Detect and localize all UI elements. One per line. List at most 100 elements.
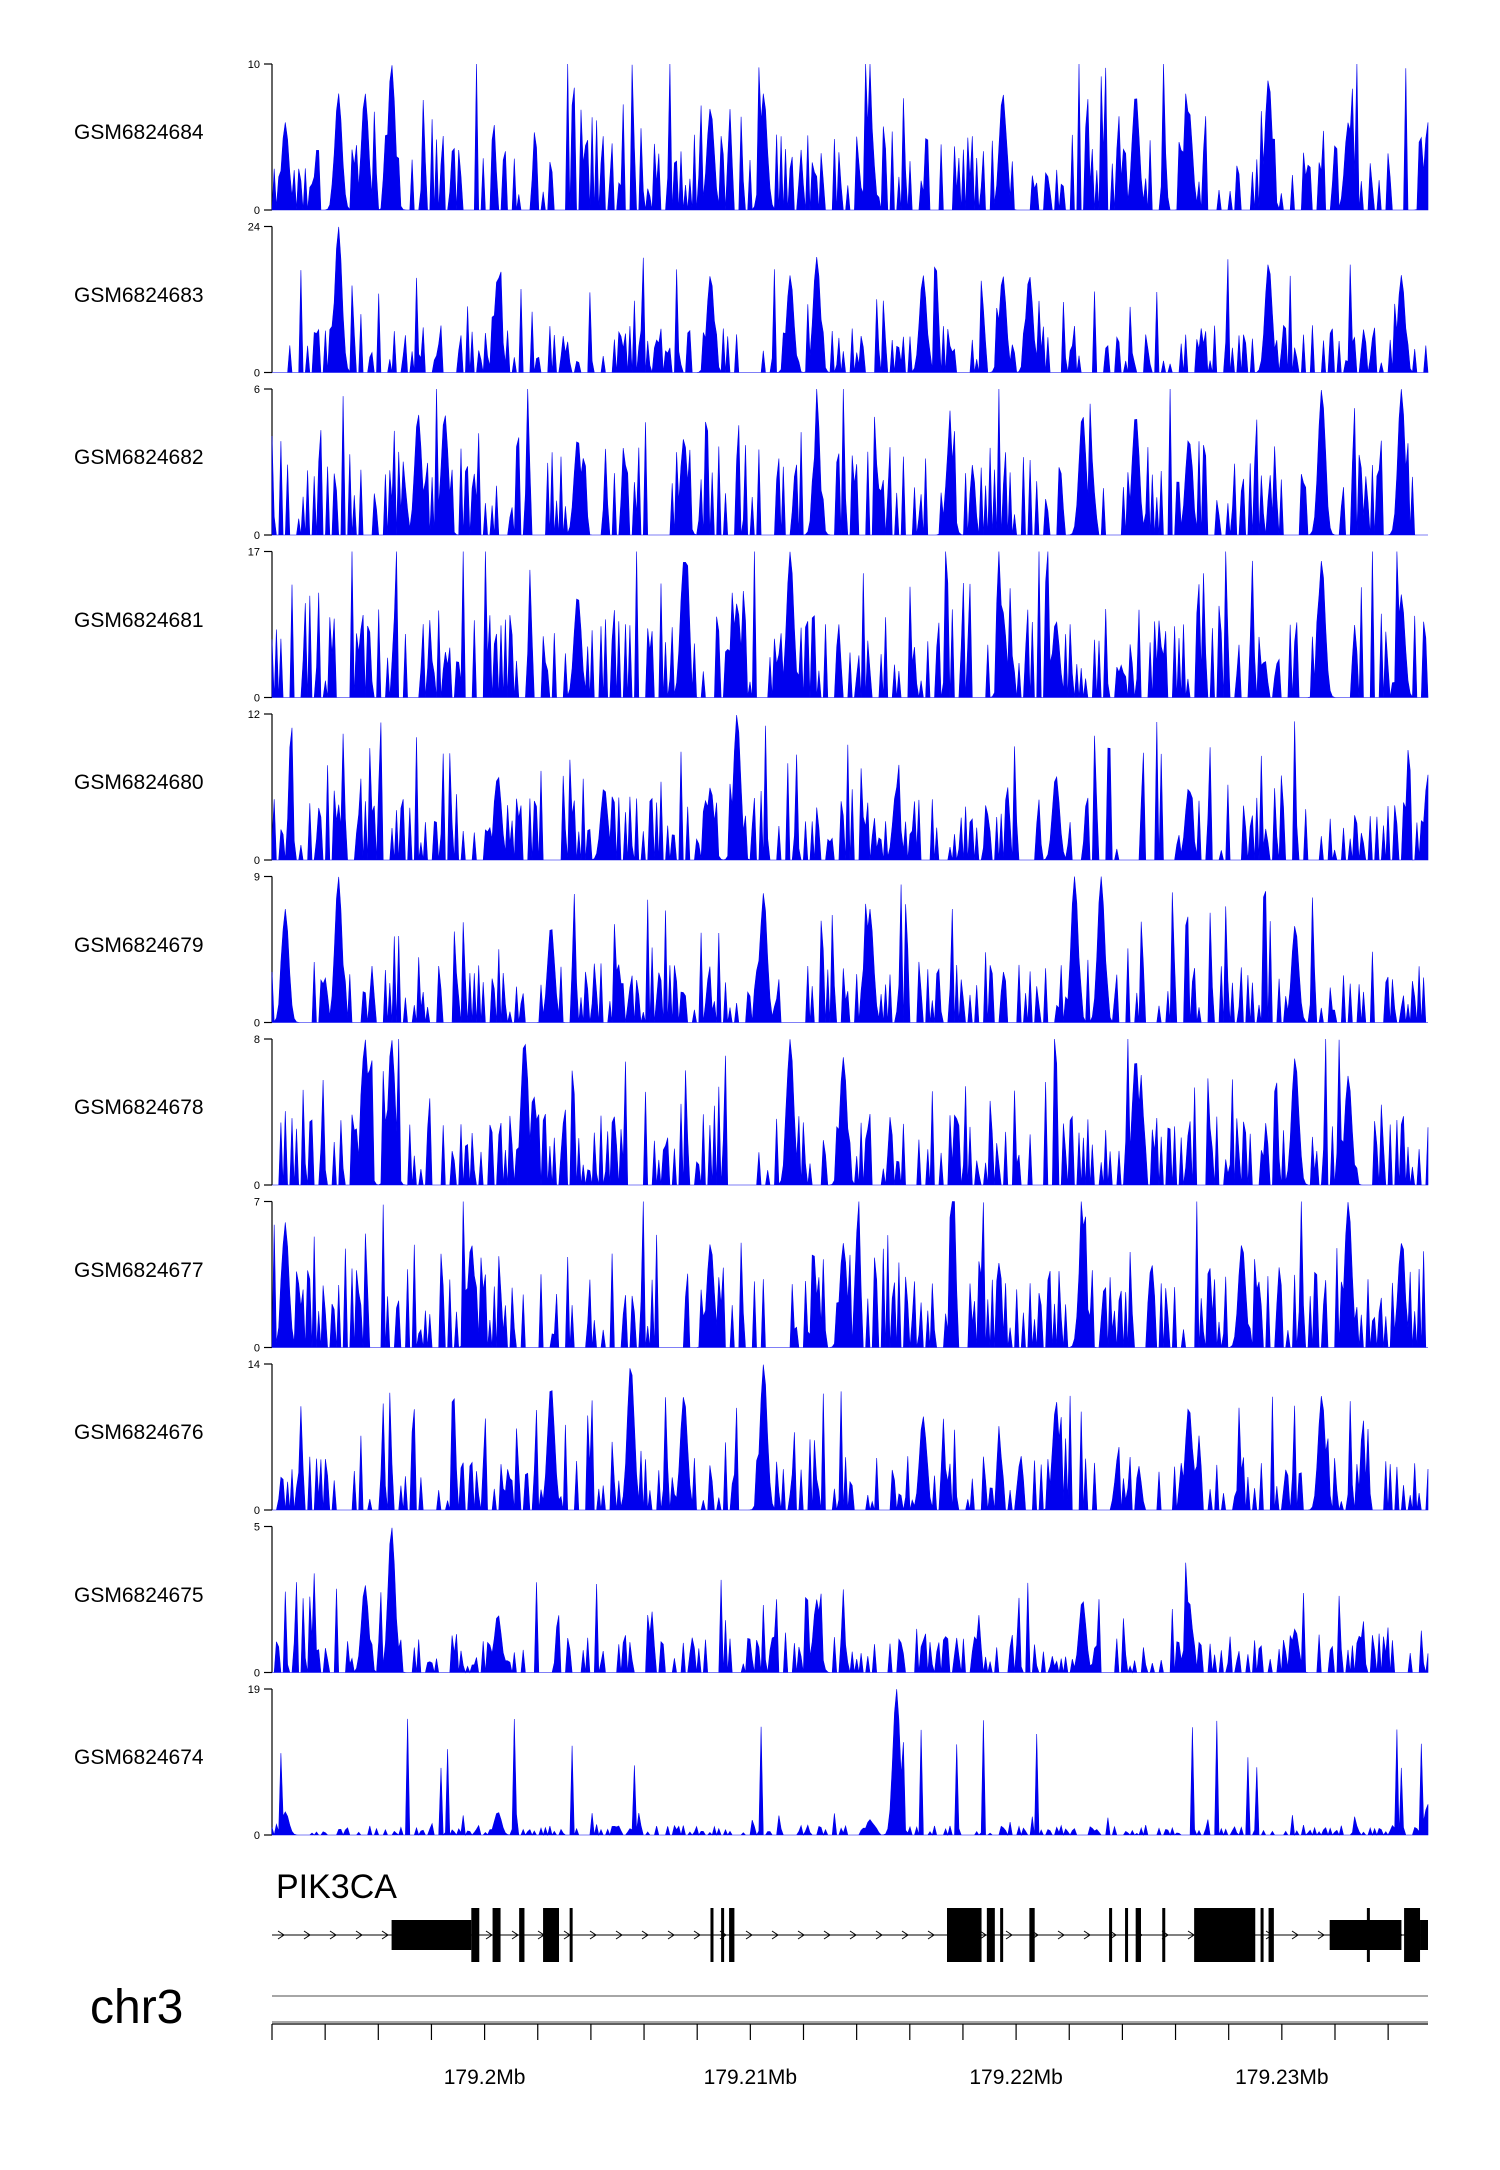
- genome-axis-tick-label: 179.2Mb: [443, 2066, 526, 2089]
- track-label: GSM6824681: [74, 608, 204, 632]
- track-ymin-label: 0: [254, 1830, 260, 1842]
- strand-arrow: [1057, 1930, 1065, 1940]
- track-signal-area: [272, 226, 1429, 373]
- track-signal-area: [271, 1689, 1429, 1837]
- chromosome-label: chr3: [90, 1981, 184, 2034]
- gene-name: PIK3CA: [276, 1868, 397, 1906]
- track-label: GSM6824676: [74, 1421, 204, 1444]
- track-ymax-label: 12: [248, 709, 260, 721]
- track-ymin-label: 0: [254, 368, 260, 380]
- strand-arrow: [641, 1930, 649, 1940]
- gene-exon-block: [1135, 1908, 1141, 1962]
- gene-exon-block: [569, 1908, 573, 1962]
- track-ymin-label: 0: [254, 1018, 260, 1030]
- strand-arrow: [1005, 1930, 1013, 1940]
- track-ymax-label: 9: [254, 872, 260, 884]
- track-ymin-label: 0: [254, 1180, 260, 1192]
- track-label: GSM6824678: [74, 1096, 204, 1119]
- strand-arrow: [1291, 1930, 1299, 1940]
- strand-arrow: [1187, 1930, 1195, 1940]
- strand-arrow: [771, 1930, 779, 1940]
- track-ymin-label: 0: [254, 530, 260, 542]
- gene-exon-block: [1109, 1908, 1113, 1962]
- track-signal-area: [271, 876, 1428, 1023]
- strand-arrow: [693, 1930, 701, 1940]
- genome-axis-tick-label: 179.21Mb: [703, 2066, 798, 2089]
- gene-exon-block: [721, 1908, 725, 1962]
- strand-arrow: [1317, 1930, 1325, 1940]
- gene-exon-block: [543, 1908, 560, 1962]
- track-signal-area: [271, 388, 1428, 536]
- gene-exon-block: [1162, 1908, 1166, 1962]
- track-ymax-label: 7: [254, 1197, 260, 1209]
- strand-arrow: [875, 1930, 883, 1940]
- gene-exon-block: [1125, 1908, 1129, 1962]
- track-ymax-label: 8: [254, 1034, 260, 1046]
- gene-exon-block: [1260, 1908, 1264, 1962]
- track-signal-area: [271, 63, 1429, 211]
- strand-arrow: [511, 1930, 519, 1940]
- track-ymin-label: 0: [254, 693, 260, 705]
- strand-arrow: [797, 1930, 805, 1940]
- gene-exon-block: [1404, 1908, 1421, 1962]
- gene-exon-block: [492, 1908, 501, 1962]
- genome-axis-tick-label: 179.22Mb: [969, 2066, 1063, 2089]
- track-label: GSM6824679: [74, 933, 204, 957]
- strand-arrow: [277, 1930, 285, 1940]
- gene-exon-block: [729, 1908, 735, 1962]
- gene-exon-block: [710, 1908, 714, 1962]
- track-ymax-label: 5: [254, 1522, 260, 1534]
- gene-exon-block: [1268, 1908, 1274, 1962]
- track-ymin-label: 0: [254, 205, 260, 217]
- gene-exon-block: [986, 1908, 995, 1962]
- track-ymax-label: 17: [248, 547, 260, 559]
- track-label: GSM6824682: [74, 446, 204, 469]
- strand-arrow: [381, 1930, 389, 1940]
- track-ymax-label: 24: [248, 222, 260, 234]
- gene-exon-block: [1194, 1908, 1256, 1962]
- track-signal-area: [271, 1201, 1428, 1348]
- track-ymin-label: 0: [254, 1505, 260, 1517]
- track-ymax-label: 10: [248, 59, 260, 71]
- strand-arrow: [823, 1930, 831, 1940]
- track-ymin-label: 0: [254, 1668, 260, 1680]
- track-label: GSM6824674: [74, 1746, 204, 1769]
- track-label: GSM6824680: [74, 771, 204, 794]
- strand-arrow: [303, 1930, 311, 1940]
- strand-arrow: [1083, 1930, 1091, 1940]
- track-signal-area: [272, 1527, 1429, 1674]
- strand-arrow: [589, 1930, 597, 1940]
- strand-arrow: [355, 1930, 363, 1940]
- strand-arrow: [329, 1930, 337, 1940]
- track-ymax-label: 6: [254, 384, 260, 396]
- strand-arrow: [667, 1930, 675, 1940]
- strand-arrow: [979, 1930, 987, 1940]
- track-ymin-label: 0: [254, 1343, 260, 1355]
- track-ymin-label: 0: [254, 855, 260, 867]
- strand-arrow: [615, 1930, 623, 1940]
- gene-utr-block: [391, 1920, 472, 1950]
- strand-arrow: [485, 1930, 493, 1940]
- track-signal-area: [271, 551, 1429, 698]
- strand-arrow: [849, 1930, 857, 1940]
- gene-utr-block: [1420, 1920, 1428, 1950]
- track-label: GSM6824675: [74, 1583, 204, 1607]
- gene-exon-block: [471, 1908, 480, 1962]
- gene-exon-block: [946, 1908, 982, 1962]
- gene-exon-block: [1000, 1908, 1004, 1962]
- strand-arrow: [745, 1930, 753, 1940]
- gene-utr-block: [1329, 1920, 1402, 1950]
- track-signal-area: [272, 1364, 1429, 1511]
- track-signal-area: [272, 1038, 1429, 1186]
- track-ymax-label: 19: [248, 1684, 260, 1696]
- gene-exon-block: [1029, 1908, 1035, 1962]
- track-ymax-label: 14: [248, 1359, 260, 1371]
- track-label: GSM6824677: [74, 1258, 204, 1282]
- gene-exon-block: [519, 1908, 525, 1962]
- gene-exon-block: [1366, 1908, 1370, 1962]
- strand-arrow: [927, 1930, 935, 1940]
- strand-arrow: [901, 1930, 909, 1940]
- track-label: GSM6824684: [74, 121, 204, 144]
